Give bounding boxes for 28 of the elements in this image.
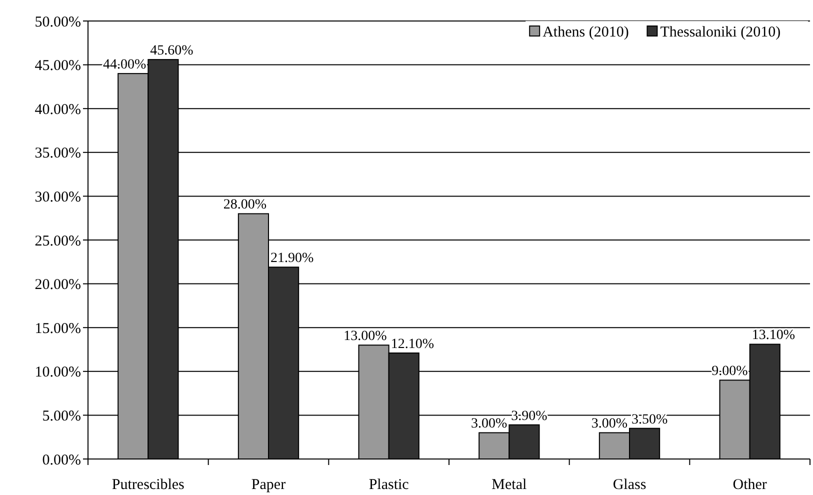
x-tick-label: Metal	[492, 477, 527, 493]
data-label: 28.00%	[223, 198, 267, 213]
data-label: 21.90%	[270, 251, 314, 266]
y-tick-label: 50.00%	[34, 14, 81, 30]
data-label: 12.10%	[390, 337, 434, 352]
data-label: 45.60%	[150, 44, 194, 59]
legend-label: Athens (2010)	[542, 24, 629, 40]
x-tick-label: Plastic	[368, 477, 410, 493]
y-tick-label: 0.00%	[42, 452, 81, 468]
y-tick-label: 30.00%	[34, 189, 81, 206]
y-tick-label: 45.00%	[34, 58, 81, 74]
y-tick-label: 15.00%	[34, 320, 81, 337]
data-label: 3.50%	[632, 412, 668, 428]
y-tick-label: 25.00%	[34, 233, 81, 250]
data-label: 3.00%	[591, 416, 628, 432]
data-label: 13.00%	[344, 329, 388, 344]
y-tick-label: 20.00%	[34, 277, 81, 294]
x-tick-label: Putrescibles	[112, 477, 185, 493]
x-tick-label: Other	[732, 477, 767, 493]
x-tick-label: Paper	[251, 477, 286, 493]
y-tick-label: 40.00%	[34, 102, 81, 118]
x-tick-label: Glass	[612, 477, 646, 493]
y-tick-label: 5.00%	[42, 408, 81, 424]
legend-label: Thessaloniki (2010)	[660, 24, 781, 40]
y-tick-label: 35.00%	[34, 146, 81, 162]
data-label: 13.10%	[752, 328, 796, 344]
y-tick-label: 10.00%	[34, 364, 81, 381]
data-label: 3.00%	[470, 416, 508, 432]
